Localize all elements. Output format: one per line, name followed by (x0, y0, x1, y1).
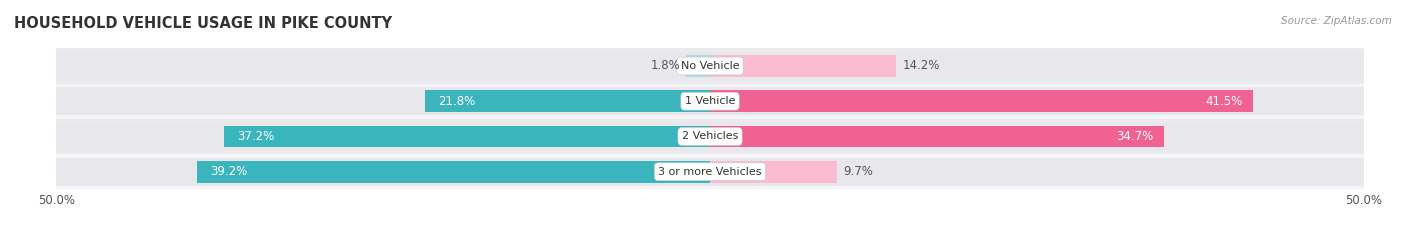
Bar (56, 122, 710, 151)
Bar (710, 161, 837, 183)
Text: 34.7%: 34.7% (1116, 130, 1153, 143)
Text: No Vehicle: No Vehicle (681, 61, 740, 71)
Text: 14.2%: 14.2% (903, 59, 939, 72)
Bar (56, 87, 710, 115)
Bar (56, 84, 1364, 119)
Bar (425, 90, 710, 112)
Text: 1.8%: 1.8% (650, 59, 681, 72)
Bar (56, 52, 710, 80)
Bar (56, 48, 1364, 84)
Text: 21.8%: 21.8% (439, 95, 475, 108)
Text: HOUSEHOLD VEHICLE USAGE IN PIKE COUNTY: HOUSEHOLD VEHICLE USAGE IN PIKE COUNTY (14, 16, 392, 31)
Bar (710, 52, 1364, 80)
Text: 3 or more Vehicles: 3 or more Vehicles (658, 167, 762, 177)
Bar (686, 55, 710, 77)
Text: 2 Vehicles: 2 Vehicles (682, 131, 738, 141)
Bar (56, 158, 710, 186)
Bar (710, 87, 1364, 115)
Text: 37.2%: 37.2% (236, 130, 274, 143)
Bar (197, 161, 710, 183)
Text: 41.5%: 41.5% (1205, 95, 1243, 108)
Text: 9.7%: 9.7% (844, 165, 873, 178)
Bar (710, 158, 1364, 186)
Bar (710, 126, 1164, 147)
Bar (56, 154, 1364, 189)
Bar (224, 126, 710, 147)
Text: 1 Vehicle: 1 Vehicle (685, 96, 735, 106)
Bar (56, 119, 1364, 154)
Bar (710, 90, 1253, 112)
Bar (710, 122, 1364, 151)
Bar (710, 55, 896, 77)
Text: Source: ZipAtlas.com: Source: ZipAtlas.com (1281, 16, 1392, 26)
Text: 39.2%: 39.2% (211, 165, 247, 178)
